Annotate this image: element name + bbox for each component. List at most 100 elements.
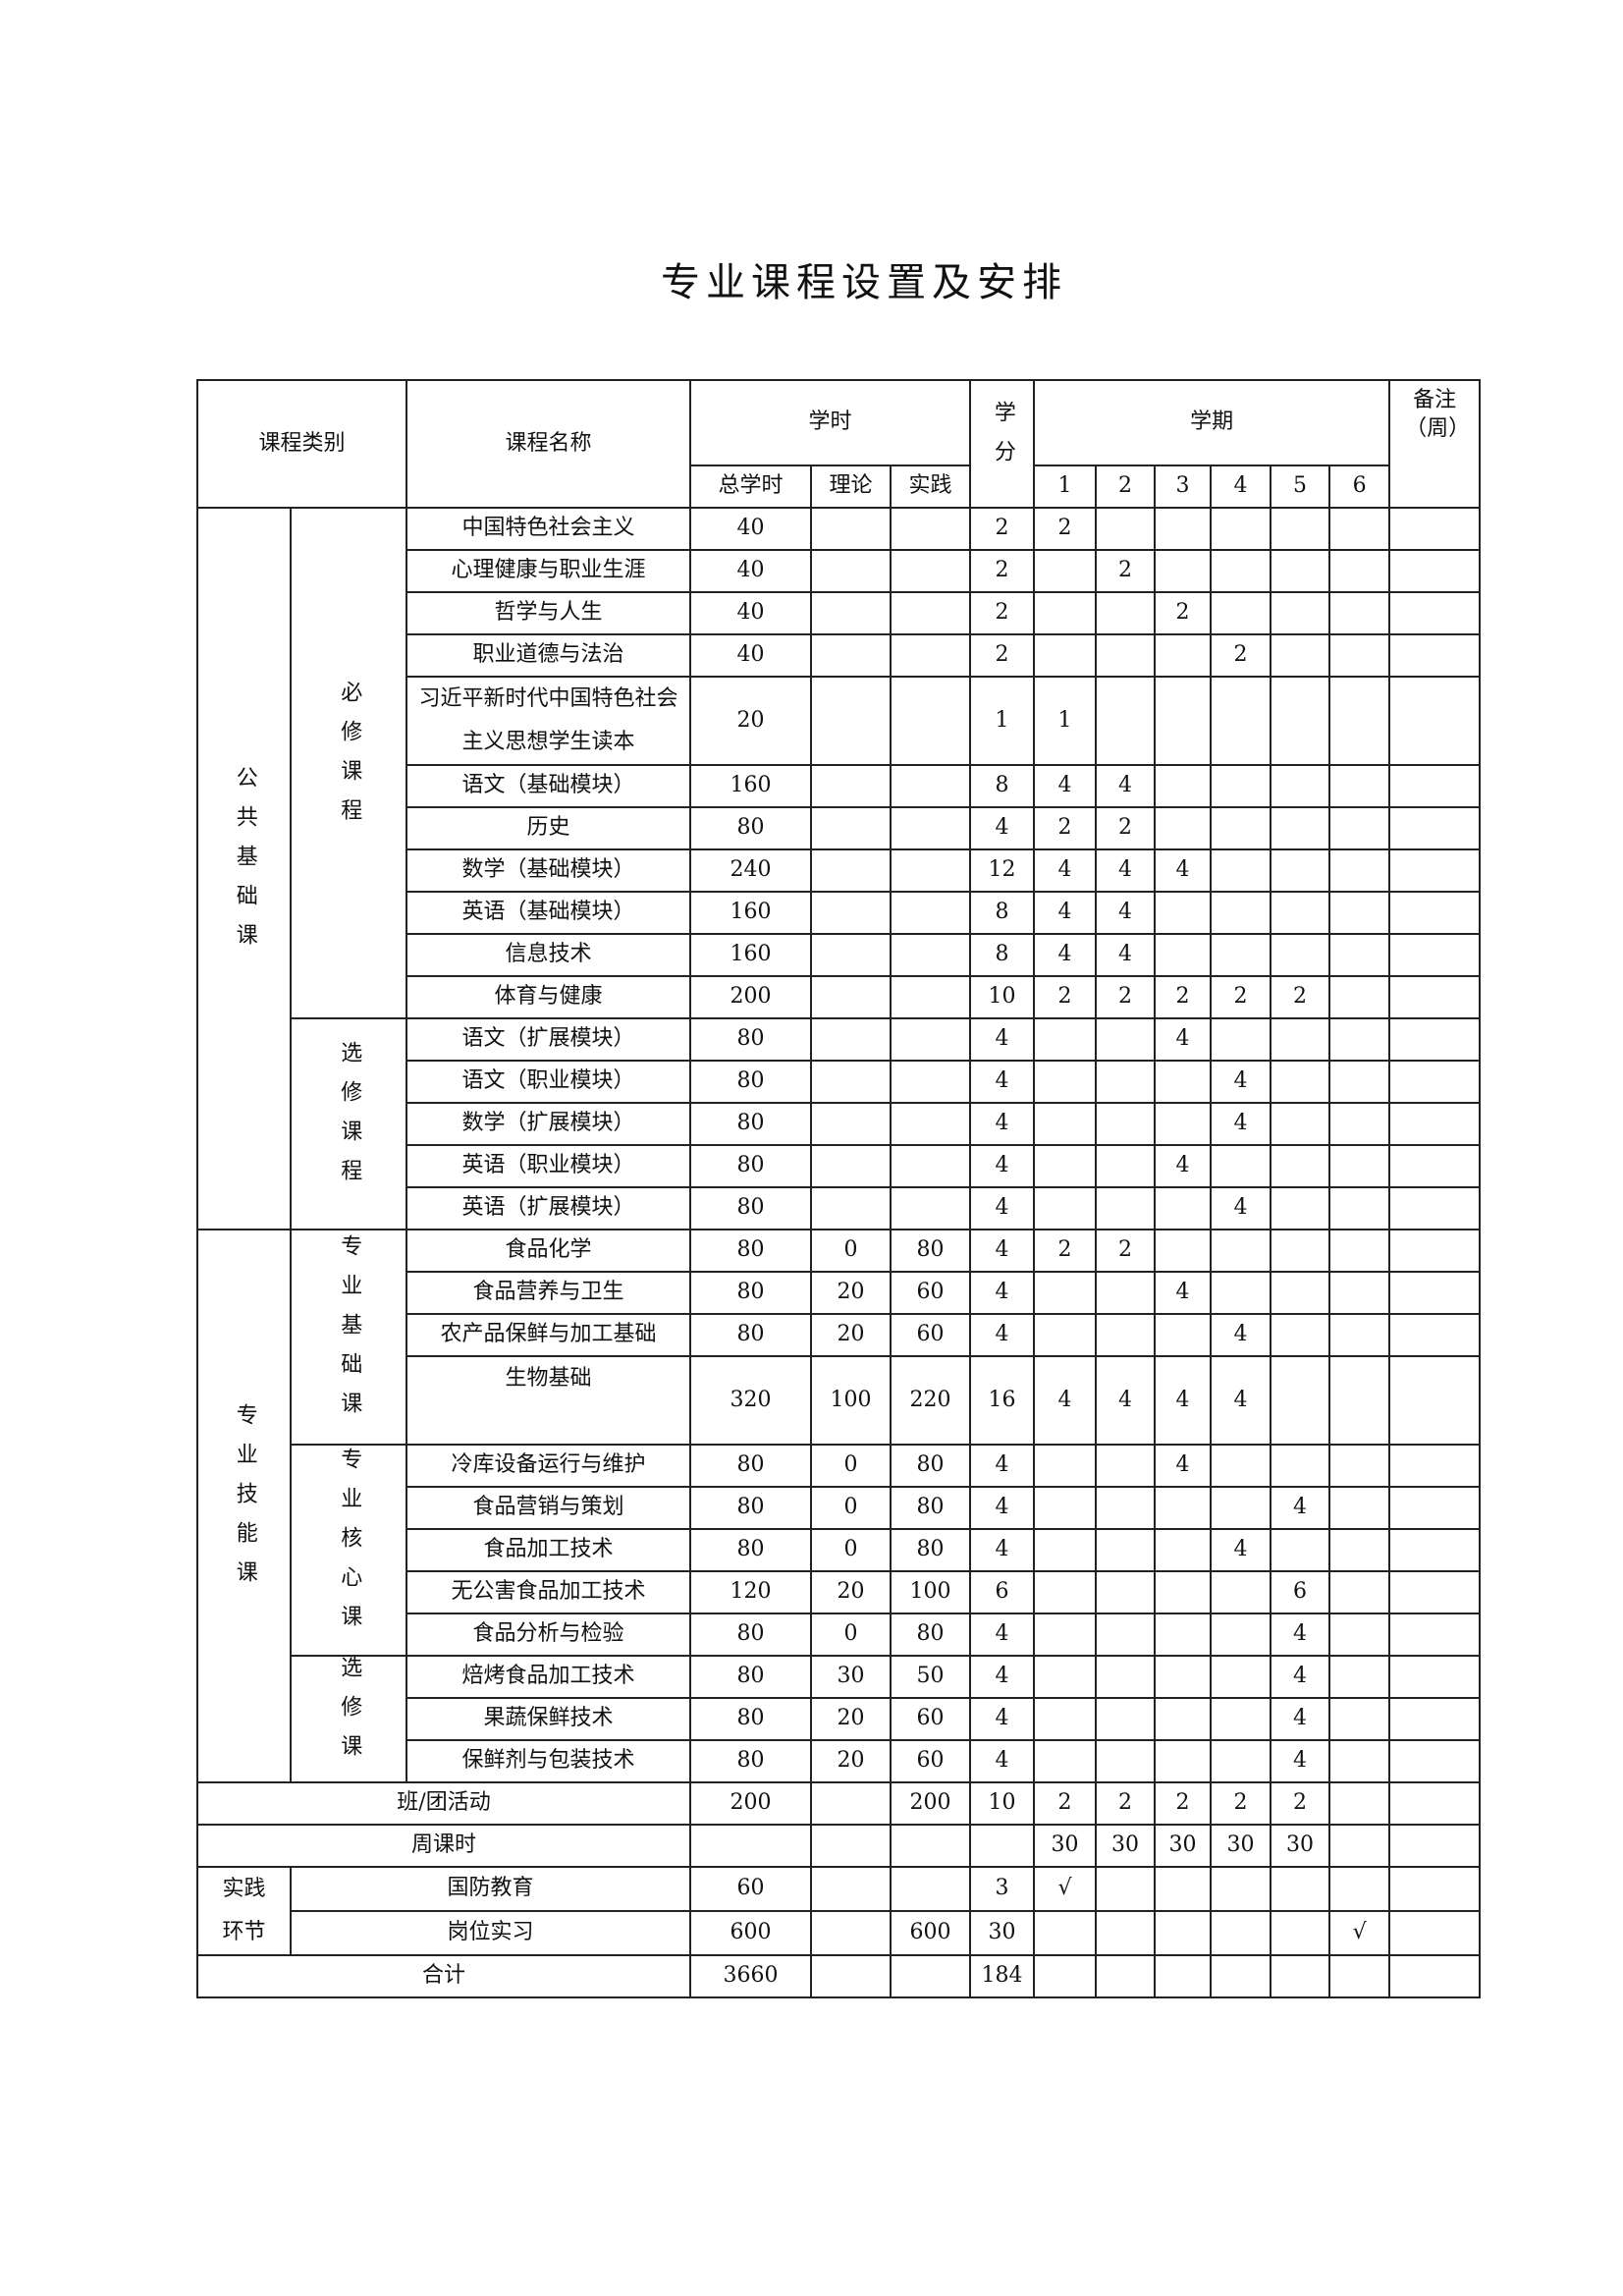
semester-3	[1154, 507, 1213, 551]
practice-hours: 220	[890, 1355, 972, 1446]
semester-6	[1328, 1102, 1391, 1146]
credits: 12	[969, 848, 1036, 893]
table-row: 语文（职业模块） 80 4 4	[197, 1060, 1482, 1104]
semester-2	[1095, 1655, 1157, 1699]
semester-2: 2	[1095, 1229, 1157, 1273]
semester-4: 4	[1210, 1355, 1272, 1446]
total-hours: 240	[689, 848, 813, 893]
semester-1: 4	[1033, 848, 1098, 893]
semester-1	[1033, 1954, 1098, 1998]
course-name: 焙烤食品加工技术	[406, 1655, 692, 1699]
semester-4	[1210, 591, 1272, 635]
semester-5	[1270, 591, 1331, 635]
header-subrow: 总学时 理论 实践 1 2 3 4 5 6	[197, 465, 1480, 509]
course-name: 信息技术	[406, 933, 692, 977]
semester-6	[1328, 1229, 1391, 1273]
semester-4: 4	[1210, 1528, 1272, 1572]
semester-1	[1033, 1102, 1098, 1146]
practice-hours: 60	[890, 1271, 972, 1315]
semester-1	[1033, 633, 1098, 678]
semester-2: 30	[1095, 1824, 1157, 1868]
practice-hours: 200	[890, 1781, 972, 1826]
semester-6	[1328, 1954, 1391, 1998]
semester-3	[1154, 1313, 1213, 1357]
semester-3: 4	[1154, 848, 1213, 893]
semester-3	[1154, 1229, 1213, 1273]
theory-hours	[810, 1186, 893, 1230]
course-name: 职业道德与法治	[406, 633, 692, 678]
theory-hours	[810, 549, 893, 593]
practice-hours	[890, 891, 972, 935]
semester-2	[1095, 1313, 1157, 1357]
total-hours: 60	[689, 1866, 813, 1912]
theory-hours	[810, 507, 893, 551]
practice-section-label: 实践环节	[196, 1866, 292, 1956]
semester-1	[1033, 1017, 1098, 1062]
semester-4	[1210, 1486, 1272, 1530]
credits: 2	[969, 591, 1036, 635]
total-hours: 80	[689, 1271, 813, 1315]
semester-5	[1270, 633, 1331, 678]
total-hours: 200	[689, 1781, 813, 1826]
note	[1388, 1355, 1482, 1446]
total-hours: 160	[689, 891, 813, 935]
semester-1	[1033, 591, 1098, 635]
semester-5	[1270, 933, 1331, 977]
practice-hours	[890, 1144, 972, 1188]
course-name: 保鲜剂与包装技术	[406, 1739, 692, 1783]
semester-5	[1270, 549, 1331, 593]
semester-3	[1154, 1866, 1213, 1912]
semester-6	[1328, 1655, 1391, 1699]
semester-5	[1270, 891, 1331, 935]
practice-hours	[890, 1102, 972, 1146]
theory-hours: 0	[810, 1528, 893, 1572]
credits: 8	[969, 764, 1036, 808]
semester-1	[1033, 1186, 1098, 1230]
note	[1388, 549, 1482, 593]
header-theory: 理论	[810, 465, 893, 509]
semester-3	[1154, 1910, 1213, 1956]
total-hours: 80	[689, 806, 813, 850]
credits: 6	[969, 1570, 1036, 1614]
semester-2	[1095, 633, 1157, 678]
total-hours: 40	[689, 591, 813, 635]
semester-2: 4	[1095, 1355, 1157, 1446]
table-row: 农产品保鲜与加工基础 80 20 60 4 4	[197, 1313, 1482, 1357]
semester-2: 4	[1095, 764, 1157, 808]
table-row: 职业道德与法治 40 2 2	[197, 633, 1482, 678]
theory-hours	[810, 1781, 893, 1826]
theory-hours: 0	[810, 1229, 893, 1273]
semester-3	[1154, 806, 1213, 850]
credits: 4	[969, 1060, 1036, 1104]
semester-3	[1154, 1528, 1213, 1572]
credits: 4	[969, 1271, 1036, 1315]
semester-1: 4	[1033, 764, 1098, 808]
header-sem-2: 2	[1095, 465, 1157, 509]
semester-4	[1210, 1739, 1272, 1783]
note	[1388, 1739, 1482, 1783]
semester-3	[1154, 1186, 1213, 1230]
practice-hours: 80	[890, 1444, 972, 1488]
table-row: 英语（扩展模块） 80 4 4	[197, 1186, 1482, 1230]
semester-5	[1270, 1954, 1331, 1998]
semester-2	[1095, 507, 1157, 551]
vertical-label: 专业核心课	[337, 1448, 362, 1645]
semester-5	[1270, 1355, 1331, 1446]
practice-hours	[890, 1824, 972, 1868]
semester-2	[1095, 676, 1157, 766]
semester-2	[1095, 1444, 1157, 1488]
theory-hours	[810, 1102, 893, 1146]
course-name: 哲学与人生	[406, 591, 692, 635]
table-row: 公共基础课 必修课程 中国特色社会主义 40 2 2	[196, 507, 1482, 1230]
table-row: 专业技能课 专业基础课 食品化学 80 0 80 4 2 2	[196, 1229, 1482, 1783]
header-practice: 实践	[890, 465, 972, 509]
note	[1388, 1102, 1482, 1146]
course-name: 农产品保鲜与加工基础	[406, 1313, 692, 1357]
activities-row: 班/团活动 200 200 10 2 2 2 2 2	[195, 1781, 1482, 1826]
semester-1	[1033, 549, 1098, 593]
semester-1	[1033, 1528, 1098, 1572]
note	[1388, 1866, 1482, 1912]
semester-3	[1154, 1613, 1213, 1657]
course-name: 食品化学	[406, 1229, 692, 1273]
total-hours: 80	[689, 1186, 813, 1230]
